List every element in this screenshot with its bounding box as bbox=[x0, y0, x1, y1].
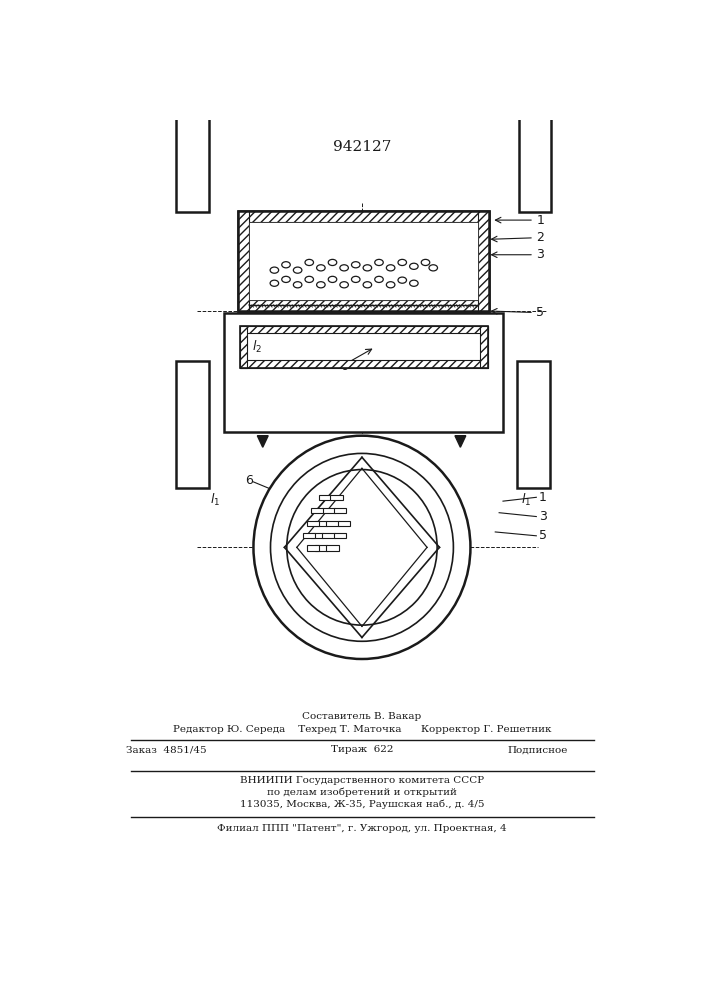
Text: $l_2$: $l_2$ bbox=[252, 339, 262, 355]
Bar bbox=[238, 211, 249, 311]
Text: Тираж  622: Тираж 622 bbox=[331, 745, 393, 754]
Ellipse shape bbox=[270, 280, 279, 286]
Text: 6: 6 bbox=[245, 474, 252, 487]
Text: 6: 6 bbox=[340, 360, 348, 373]
Text: $l_2$: $l_2$ bbox=[250, 216, 260, 232]
Ellipse shape bbox=[340, 282, 349, 288]
Ellipse shape bbox=[317, 282, 325, 288]
Polygon shape bbox=[257, 436, 268, 447]
Bar bbox=[327, 545, 339, 551]
Bar bbox=[307, 521, 320, 526]
Ellipse shape bbox=[375, 276, 383, 282]
Ellipse shape bbox=[363, 282, 372, 288]
Ellipse shape bbox=[281, 276, 291, 282]
Ellipse shape bbox=[293, 282, 302, 288]
Ellipse shape bbox=[386, 265, 395, 271]
Bar bbox=[249, 222, 478, 300]
Text: $l_1$: $l_1$ bbox=[521, 492, 532, 508]
Bar bbox=[176, 0, 209, 212]
Bar bbox=[303, 533, 315, 538]
Text: $l_1$: $l_1$ bbox=[209, 492, 220, 508]
Text: 2: 2 bbox=[537, 231, 544, 244]
Text: Редактор Ю. Середа    Техред Т. Маточка      Корректор Г. Решетник: Редактор Ю. Середа Техред Т. Маточка Кор… bbox=[173, 725, 551, 734]
Ellipse shape bbox=[409, 280, 418, 286]
Bar bbox=[238, 211, 489, 311]
Ellipse shape bbox=[293, 267, 302, 273]
Bar bbox=[319, 495, 331, 500]
Polygon shape bbox=[455, 436, 466, 447]
Bar bbox=[240, 360, 488, 368]
Bar bbox=[334, 508, 346, 513]
Text: ВНИИПИ Государственного комитета СССР: ВНИИПИ Государственного комитета СССР bbox=[240, 776, 484, 785]
Ellipse shape bbox=[317, 265, 325, 271]
Ellipse shape bbox=[253, 436, 470, 659]
Bar bbox=[322, 533, 335, 538]
Ellipse shape bbox=[281, 262, 291, 268]
Text: 4: 4 bbox=[387, 212, 395, 225]
Text: 5: 5 bbox=[539, 529, 547, 542]
Bar bbox=[311, 508, 323, 513]
Ellipse shape bbox=[363, 265, 372, 271]
Ellipse shape bbox=[351, 262, 360, 268]
Text: $l_2$: $l_2$ bbox=[351, 628, 361, 644]
Text: 5: 5 bbox=[537, 306, 544, 319]
Text: Подписное: Подписное bbox=[508, 745, 568, 754]
Bar bbox=[315, 521, 327, 526]
Text: 1: 1 bbox=[537, 214, 544, 227]
Ellipse shape bbox=[287, 470, 437, 625]
Bar bbox=[478, 211, 489, 311]
Ellipse shape bbox=[328, 259, 337, 266]
Ellipse shape bbox=[398, 259, 407, 266]
Bar bbox=[518, 0, 551, 212]
Ellipse shape bbox=[351, 276, 360, 282]
Ellipse shape bbox=[429, 265, 438, 271]
Bar bbox=[238, 211, 489, 222]
Ellipse shape bbox=[328, 276, 337, 282]
Ellipse shape bbox=[409, 263, 418, 269]
Ellipse shape bbox=[375, 259, 383, 266]
Bar bbox=[517, 361, 549, 488]
Text: 942127: 942127 bbox=[333, 140, 391, 154]
Bar bbox=[176, 361, 209, 488]
Bar bbox=[338, 521, 351, 526]
Text: Заказ  4851/45: Заказ 4851/45 bbox=[126, 745, 206, 754]
Ellipse shape bbox=[270, 267, 279, 273]
Text: 113035, Москва, Ж-35, Раушская наб., д. 4/5: 113035, Москва, Ж-35, Раушская наб., д. … bbox=[240, 799, 484, 809]
Bar bbox=[330, 495, 343, 500]
Text: Составитель В. Вакар: Составитель В. Вакар bbox=[303, 712, 421, 721]
Ellipse shape bbox=[398, 277, 407, 283]
Bar bbox=[480, 326, 488, 368]
Text: Филиал ППП "Патент", г. Ужгород, ул. Проектная, 4: Филиал ППП "Патент", г. Ужгород, ул. Про… bbox=[217, 824, 507, 833]
Text: $l_1$: $l_1$ bbox=[187, 416, 197, 432]
Bar bbox=[240, 326, 488, 333]
Ellipse shape bbox=[386, 282, 395, 288]
Bar bbox=[311, 533, 323, 538]
Text: 1: 1 bbox=[539, 491, 547, 504]
Text: 3: 3 bbox=[537, 248, 544, 261]
Bar bbox=[307, 545, 320, 551]
Text: 3: 3 bbox=[539, 510, 547, 523]
Ellipse shape bbox=[305, 276, 313, 282]
Bar bbox=[240, 326, 488, 368]
Ellipse shape bbox=[340, 265, 349, 271]
Bar bbox=[238, 211, 489, 311]
Text: 2: 2 bbox=[416, 454, 424, 467]
Text: $l_1$: $l_1$ bbox=[530, 416, 540, 432]
Bar bbox=[327, 521, 339, 526]
Ellipse shape bbox=[421, 259, 430, 266]
Ellipse shape bbox=[305, 259, 313, 266]
Bar bbox=[224, 312, 503, 432]
Text: по делам изобретений и открытий: по делам изобретений и открытий bbox=[267, 787, 457, 797]
Bar bbox=[240, 326, 247, 368]
Bar bbox=[322, 508, 335, 513]
Bar bbox=[334, 533, 346, 538]
Bar bbox=[238, 300, 489, 311]
Bar bbox=[315, 545, 327, 551]
